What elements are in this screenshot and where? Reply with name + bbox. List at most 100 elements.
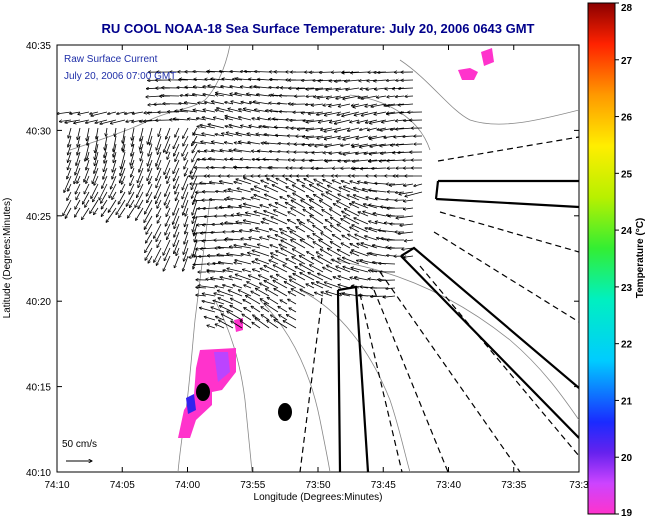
current-vector: [164, 191, 171, 205]
current-vector: [342, 111, 360, 116]
current-vector: [299, 256, 315, 265]
current-vector: [93, 191, 99, 202]
current-vector: [146, 96, 162, 97]
current-vector: [269, 229, 279, 233]
overlay-line-1: Raw Surface Current: [64, 54, 158, 65]
current-vector: [221, 133, 234, 137]
current-vector: [301, 200, 315, 209]
current-vector: [300, 240, 315, 249]
current-vector: [173, 159, 180, 174]
current-vector: [121, 183, 126, 193]
current-vector: [293, 193, 306, 201]
current-vector: [281, 232, 297, 241]
current-vector: [285, 202, 297, 209]
current-vector: [288, 299, 297, 305]
current-vector: [329, 119, 342, 123]
current-vector: [352, 202, 369, 209]
current-vector: [192, 167, 198, 179]
current-vector: [131, 159, 135, 169]
current-vector: [399, 191, 414, 194]
current-vector: [273, 265, 288, 273]
current-vector: [145, 247, 153, 260]
current-vector: [327, 185, 342, 193]
current-vector: [258, 275, 270, 281]
current-vector: [287, 220, 297, 225]
current-vector: [359, 143, 378, 147]
current-vector: [68, 135, 72, 147]
x-tick-label: 73:3: [569, 480, 589, 491]
current-vector: [254, 186, 270, 193]
current-vector: [236, 179, 252, 185]
current-vector: [378, 230, 396, 233]
current-vector: [338, 276, 351, 281]
current-vector: [243, 204, 261, 209]
current-vector: [77, 143, 81, 155]
current-vector: [84, 183, 90, 194]
current-vector: [203, 110, 216, 113]
current-vector: [286, 178, 297, 185]
current-vector: [297, 180, 306, 185]
current-vector: [254, 72, 270, 73]
current-vector: [157, 199, 162, 208]
current-vector: [315, 143, 333, 146]
current-vector: [264, 186, 279, 193]
current-vector: [395, 96, 405, 97]
current-vector: [211, 142, 225, 145]
current-vector: [314, 292, 324, 297]
current-vector: [165, 183, 171, 197]
current-vector: [68, 151, 72, 163]
colorbar-ticks: 28 27 26 25 24 23 22 21 20 19: [615, 2, 633, 518]
current-vector: [224, 142, 234, 144]
y-tick-label: 40:10: [26, 468, 51, 479]
current-vector: [139, 159, 144, 172]
current-vector: [286, 259, 297, 265]
current-vector: [113, 135, 117, 152]
contour-3: [299, 289, 411, 472]
colorbar-tick-label: 23: [621, 283, 633, 294]
current-vector: [227, 311, 243, 321]
current-vector: [414, 183, 423, 186]
current-vector: [215, 316, 225, 321]
current-vector: [130, 175, 135, 186]
current-vector: [235, 260, 252, 265]
radial-6: [373, 289, 449, 472]
current-vector: [229, 247, 243, 248]
current-vector: [289, 276, 297, 281]
current-vector: [141, 143, 144, 153]
current-vector: [149, 175, 153, 184]
current-vector: [274, 127, 288, 128]
current-vector: [290, 120, 306, 121]
current-vector: [136, 207, 144, 221]
current-vector: [334, 119, 351, 124]
current-vector: [65, 119, 81, 123]
current-vector: [291, 208, 306, 217]
current-vector: [146, 183, 153, 196]
overlay-line-2: July 20, 2006 07:00 GMT: [64, 71, 176, 82]
current-vector: [261, 180, 270, 185]
current-vector: [64, 175, 72, 193]
current-vector: [241, 254, 252, 257]
current-vector: [338, 194, 351, 201]
chart-title: RU COOL NOAA-18 Sea Surface Temperature:…: [101, 21, 534, 36]
current-vector: [167, 231, 171, 240]
current-vector: [92, 167, 99, 184]
current-vector: [67, 191, 72, 201]
current-vector: [148, 159, 153, 172]
current-vector: [174, 175, 180, 189]
current-vector: [244, 285, 252, 289]
current-vector: [356, 135, 369, 139]
current-vector: [383, 296, 396, 297]
current-vector: [307, 236, 315, 241]
current-vector: [173, 207, 180, 225]
current-vector: [269, 204, 279, 209]
current-vector: [184, 102, 198, 105]
current-vector: [395, 128, 414, 129]
current-vector: [193, 134, 207, 137]
current-vector: [283, 321, 297, 329]
colorbar-tick-label: 21: [621, 396, 633, 407]
current-vector: [113, 151, 117, 163]
current-vector: [275, 235, 288, 241]
current-vector: [228, 189, 243, 193]
current-vector: [217, 290, 234, 297]
current-vector: [183, 255, 189, 271]
